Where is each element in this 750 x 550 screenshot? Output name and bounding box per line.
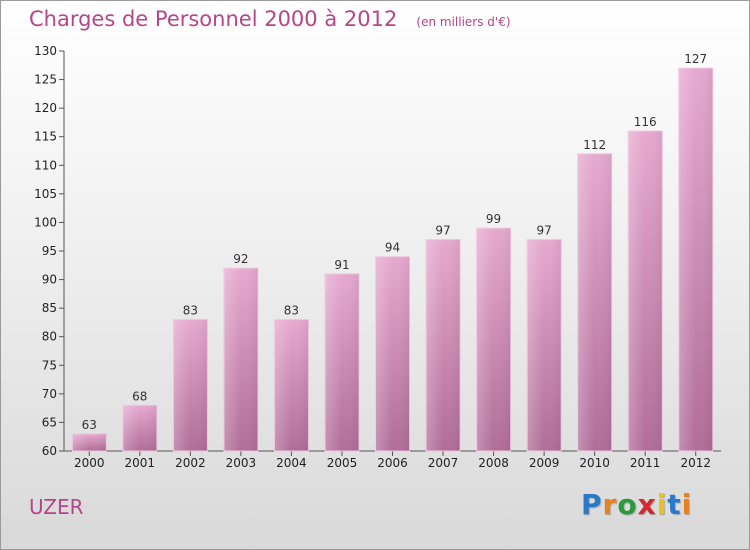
y-tick-label: 100 [34, 215, 57, 229]
logo-letter: x [637, 488, 657, 521]
bar-shade-2005 [324, 273, 359, 451]
logo-letter: P [581, 488, 603, 521]
chart-title: Charges de Personnel 2000 à 2012 [29, 7, 398, 31]
x-tick-label-2001: 2001 [125, 456, 156, 470]
bar-shade-2007 [426, 239, 461, 451]
y-tick-label: 85 [42, 301, 57, 315]
bar-shade-2003 [223, 268, 258, 451]
data-label-2008: 99 [486, 212, 501, 226]
y-tick-label: 120 [34, 101, 57, 115]
x-tick-label-2005: 2005 [327, 456, 358, 470]
bar-shade-2012 [678, 68, 713, 452]
chart-subtitle: (en milliers d'€) [416, 15, 511, 29]
bars [71, 67, 714, 452]
data-label-2011: 116 [634, 115, 657, 129]
y-tick-label: 70 [42, 387, 57, 401]
data-label-2010: 112 [583, 138, 606, 152]
bar-shade-2000 [72, 433, 107, 451]
data-label-2000: 63 [82, 418, 97, 432]
bar-shade-2010 [577, 153, 612, 451]
logo-letter: t [667, 488, 682, 521]
x-tick-label-2010: 2010 [579, 456, 610, 470]
labels: 2000 63 2001 68 2002 83 2003 92 2004 83 2005 91 2006… [74, 52, 711, 470]
logo-letter: i [656, 488, 668, 521]
y-tick-label: 90 [42, 273, 57, 287]
bar-shade-2001 [122, 405, 157, 451]
y-tick-label: 75 [42, 358, 57, 372]
data-label-2001: 68 [132, 389, 147, 403]
y-tick-label: 110 [34, 158, 57, 172]
bar-shade-2004 [274, 319, 309, 451]
y-tick-label: 65 [42, 415, 57, 429]
y-tick-label: 105 [34, 187, 57, 201]
logo-letter: i [681, 488, 693, 521]
bar-shade-2006 [375, 256, 410, 451]
logo-letter: r [602, 488, 618, 521]
x-tick-label-2009: 2009 [529, 456, 560, 470]
data-label-2004: 83 [284, 304, 299, 318]
y-tick-label: 115 [34, 130, 57, 144]
y-tick-label: 125 [34, 73, 57, 87]
proxiti-logo: Proxiti [581, 488, 692, 521]
x-tick-label-2002: 2002 [175, 456, 206, 470]
y-tick-label: 130 [34, 44, 57, 58]
bar-shade-2008 [476, 228, 511, 451]
city-name: UZER [29, 495, 84, 519]
data-label-2009: 97 [536, 224, 551, 238]
x-tick-label-2006: 2006 [377, 456, 408, 470]
axes: 60 65 70 75 80 85 90 95 100 105 110 115 120 125 130 [34, 44, 721, 458]
y-tick-label: 95 [42, 244, 57, 258]
x-tick-label-2012: 2012 [680, 456, 711, 470]
title-row: Charges de Personnel 2000 à 2012 (en mil… [29, 7, 511, 31]
x-tick-label-2007: 2007 [428, 456, 459, 470]
x-tick-label-2003: 2003 [226, 456, 257, 470]
bar-shade-2009 [527, 239, 562, 451]
bar-shade-2011 [628, 131, 663, 451]
data-label-2003: 92 [233, 252, 248, 266]
y-tick-label: 60 [42, 444, 57, 458]
data-label-2002: 83 [183, 304, 198, 318]
data-label-2006: 94 [385, 241, 400, 255]
y-tick-label: 80 [42, 330, 57, 344]
data-label-2007: 97 [435, 224, 450, 238]
data-label-2005: 91 [334, 258, 349, 272]
data-label-2012: 127 [684, 52, 707, 66]
x-tick-label-2008: 2008 [478, 456, 509, 470]
bar-shade-2002 [173, 319, 208, 451]
x-tick-label-2011: 2011 [630, 456, 661, 470]
x-tick-label-2000: 2000 [74, 456, 105, 470]
logo-letter: o [617, 488, 638, 521]
x-tick-label-2004: 2004 [276, 456, 307, 470]
